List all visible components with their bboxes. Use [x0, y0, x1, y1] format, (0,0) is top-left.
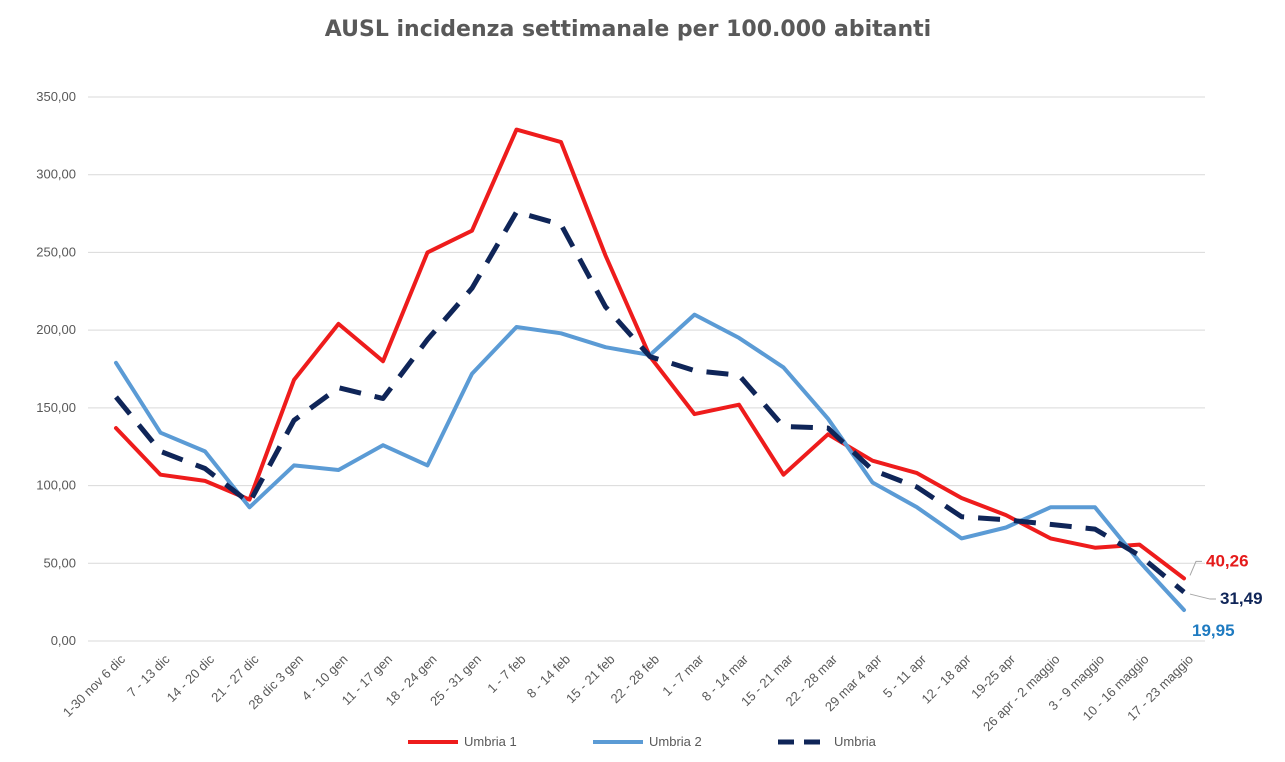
legend-item: Umbria: [778, 734, 877, 749]
y-tick-label: 350,00: [36, 89, 76, 104]
y-axis-ticks: 0,00 50,00 100,00 150,00 200,00 250,00 300,00 3…: [36, 89, 76, 648]
end-label-umbria-1: 40,26: [1206, 551, 1249, 570]
end-label-umbria: 31,49: [1220, 589, 1263, 608]
legend-item: Umbria 1: [408, 734, 517, 749]
series-lines: [114, 127, 1186, 612]
leader-line: [1189, 560, 1202, 576]
y-tick-label: 100,00: [36, 478, 76, 493]
end-labels: 40,26 19,95 31,49: [1189, 551, 1263, 640]
y-tick-label: 200,00: [36, 322, 76, 337]
leader-line: [1189, 593, 1216, 600]
chart-title: AUSL incidenza settimanale per 100.000 a…: [325, 17, 931, 42]
legend-label: Umbria: [834, 734, 877, 749]
series-line-umbria: [114, 209, 1186, 595]
legend: Umbria 1 Umbria 2 Umbria: [408, 734, 877, 749]
y-tick-label: 150,00: [36, 400, 76, 415]
end-label-umbria-2: 19,95: [1192, 621, 1235, 640]
legend-item: Umbria 2: [593, 734, 702, 749]
y-tick-label: 250,00: [36, 244, 76, 259]
y-tick-label: 0,00: [51, 633, 76, 648]
y-tick-label: 50,00: [43, 555, 76, 570]
legend-label: Umbria 2: [649, 734, 702, 749]
y-tick-label: 300,00: [36, 167, 76, 182]
legend-label: Umbria 1: [464, 734, 517, 749]
